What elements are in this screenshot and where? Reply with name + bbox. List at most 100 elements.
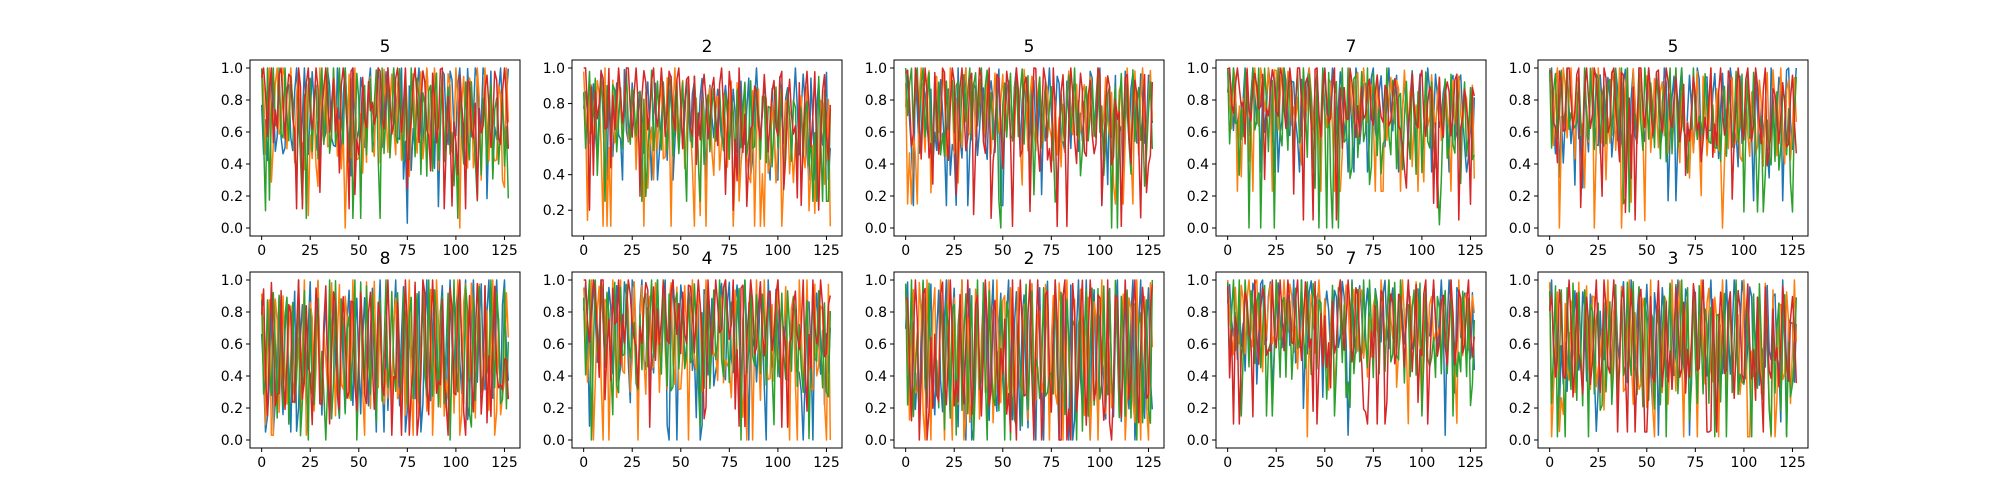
x-tick-label: 100 (1409, 243, 1436, 259)
x-tick-label: 100 (443, 243, 470, 259)
x-tick-label: 25 (301, 243, 319, 259)
y-tick-label: 0.8 (1509, 305, 1531, 321)
y-tick-label: 0.2 (1187, 189, 1209, 205)
x-tick-label: 0 (257, 243, 266, 259)
y-tick-label: 0.4 (543, 369, 565, 385)
y-tick-label: 0.8 (543, 97, 565, 113)
y-tick-label: 0.0 (221, 433, 243, 449)
x-tick-label: 50 (350, 243, 368, 259)
y-tick-label: 1.0 (543, 273, 565, 289)
axes-frame (571, 59, 843, 237)
x-tick-label: 100 (1409, 455, 1436, 471)
y-tick-label: 0.8 (221, 305, 243, 321)
subplot-2: 2 0 25 50 75 100 125 0.2 0.4 0.6 0.8 1.0 (543, 37, 843, 259)
x-tick-label: 100 (1087, 243, 1114, 259)
x-tick-label: 100 (1731, 455, 1758, 471)
series-line (260, 67, 510, 210)
subplot-title: 2 (702, 37, 713, 57)
x-tick-label: 25 (1267, 455, 1285, 471)
y-tick-label: 0.2 (1509, 401, 1531, 417)
y-tick-label: 1.0 (1509, 273, 1531, 289)
x-tick-label: 125 (1457, 455, 1484, 471)
x-tick-label: 50 (1316, 455, 1334, 471)
x-tick-label: 25 (623, 243, 641, 259)
x-tick-label: 75 (720, 243, 738, 259)
x-tick-label: 25 (1589, 243, 1607, 259)
y-tick-label: 0.6 (1509, 125, 1531, 141)
y-tick-label: 1.0 (543, 61, 565, 77)
x-tick-label: 125 (1779, 243, 1806, 259)
x-tick-label: 100 (1087, 455, 1114, 471)
series-line (1226, 67, 1476, 192)
series-line (904, 279, 1154, 441)
series-line (905, 279, 1154, 441)
y-tick-label: 0.0 (865, 433, 887, 449)
x-tick-label: 75 (398, 243, 416, 259)
x-tick-label: 0 (579, 455, 588, 471)
y-tick-label: 0.0 (1509, 221, 1531, 237)
x-tick-label: 25 (1267, 243, 1285, 259)
y-tick-label: 0.6 (221, 125, 243, 141)
y-tick-label: 0.4 (1187, 369, 1209, 385)
x-tick-label: 50 (1638, 243, 1656, 259)
x-tick-label: 100 (443, 455, 470, 471)
y-tick-label: 0.2 (1509, 189, 1531, 205)
x-tick-label: 75 (398, 455, 416, 471)
x-tick-label: 25 (945, 455, 963, 471)
y-tick-label: 1.0 (1509, 61, 1531, 77)
subplot-title: 4 (702, 249, 713, 269)
subplot-6: 8 0 25 50 75 100 125 0.0 0.2 0.4 0.6 0.8 1.0 (221, 249, 521, 471)
x-tick-label: 50 (994, 243, 1012, 259)
x-tick-label: 0 (1545, 455, 1554, 471)
y-tick-label: 0.2 (1187, 401, 1209, 417)
axes-frame (571, 271, 843, 449)
y-tick-label: 0.0 (1187, 221, 1209, 237)
y-tick-label: 0.8 (543, 305, 565, 321)
subplot-8: 2 0 25 50 75 100 125 0.0 0.2 0.4 0.6 0.8 1.0 (865, 249, 1165, 471)
y-tick-label: 0.0 (1509, 433, 1531, 449)
x-tick-label: 125 (1457, 243, 1484, 259)
y-tick-label: 0.4 (1509, 157, 1531, 173)
y-tick-label: 0.8 (1187, 93, 1209, 109)
x-tick-label: 75 (1042, 455, 1060, 471)
x-tick-label: 125 (491, 455, 518, 471)
x-tick-label: 25 (623, 455, 641, 471)
y-tick-label: 0.8 (865, 93, 887, 109)
series-line (1549, 67, 1798, 221)
y-tick-label: 1.0 (1187, 61, 1209, 77)
subplot-4: 7 0 25 50 75 100 125 0.0 0.2 0.4 0.6 0.8 1.0 (1187, 37, 1487, 259)
x-tick-label: 75 (1686, 455, 1704, 471)
y-tick-label: 0.6 (543, 337, 565, 353)
x-tick-label: 100 (765, 243, 792, 259)
series-line (1227, 67, 1476, 221)
x-tick-label: 0 (901, 455, 910, 471)
y-tick-label: 0.8 (221, 93, 243, 109)
subplot-title: 5 (1668, 37, 1679, 57)
y-tick-label: 0.4 (865, 369, 887, 385)
subplot-9: 7 0 25 50 75 100 125 0.0 0.2 0.4 0.6 0.8 1.0 (1187, 249, 1487, 471)
series-line (1226, 67, 1475, 229)
axes-frame (893, 271, 1165, 449)
y-tick-label: 0.2 (221, 189, 243, 205)
x-tick-label: 125 (1135, 243, 1162, 259)
x-tick-label: 75 (1042, 243, 1060, 259)
x-tick-label: 125 (813, 243, 840, 259)
axes-frame (1537, 271, 1809, 449)
y-tick-label: 0.2 (543, 401, 565, 417)
x-tick-label: 50 (672, 455, 690, 471)
y-tick-label: 0.2 (865, 189, 887, 205)
y-tick-label: 0.6 (1509, 337, 1531, 353)
axes-frame (249, 271, 521, 449)
subplot-7: 4 0 25 50 75 100 125 0.0 0.2 0.4 0.6 0.8 1.0 (543, 249, 843, 471)
x-tick-label: 75 (1364, 455, 1382, 471)
x-tick-label: 50 (1638, 455, 1656, 471)
x-tick-label: 50 (350, 455, 368, 471)
y-tick-label: 0.6 (543, 132, 565, 148)
y-tick-label: 0.6 (221, 337, 243, 353)
y-tick-label: 0.0 (221, 221, 243, 237)
y-tick-label: 0.0 (543, 433, 565, 449)
x-tick-label: 25 (1589, 455, 1607, 471)
subplot-title: 7 (1346, 37, 1357, 57)
